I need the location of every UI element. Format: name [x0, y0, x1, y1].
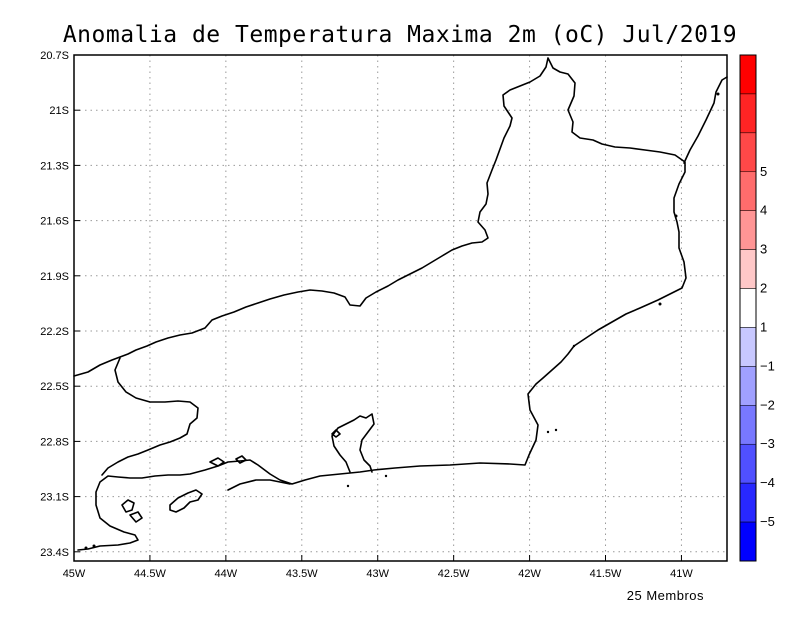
y-tick-label: 22.2S [40, 326, 69, 338]
colorbar-frame [739, 54, 757, 562]
ilha-grande-island [169, 489, 203, 513]
colorbar-label: 4 [760, 203, 767, 218]
x-tick-label: 43W [366, 568, 389, 580]
colorbar-label: 5 [760, 164, 767, 179]
x-tick-label: 41.5W [590, 568, 622, 580]
y-tick-label: 21.9S [40, 271, 69, 283]
colorbar-label: −2 [760, 397, 775, 412]
map-title: Anomalia de Temperatura Maxima 2m (oC) J… [63, 22, 737, 48]
colorbar-segment [739, 132, 757, 173]
state-boundary-coastline [73, 57, 728, 551]
y-tick-label: 21.6S [40, 216, 69, 228]
x-tick-label: 41W [670, 568, 693, 580]
colorbar-segment [739, 249, 757, 289]
colorbar-segment [739, 443, 757, 484]
graticule-grid [74, 55, 727, 561]
colorbar-label: 1 [760, 319, 767, 334]
x-tick-label: 44.5W [134, 568, 166, 580]
offshore-dots [84, 92, 720, 550]
colorbar-segment [739, 482, 757, 523]
y-tick-label: 20.7S [40, 50, 69, 62]
guanabara-bay-outline [331, 413, 375, 473]
coastal-islands [121, 429, 341, 523]
colorbar-segment [739, 366, 757, 406]
colorbar-segment [739, 93, 757, 134]
colorbar-segment [739, 405, 757, 445]
y-tick-label: 22.8S [40, 436, 69, 448]
colorbar-label: −4 [760, 475, 775, 490]
rio-de-janeiro-outline [73, 57, 728, 551]
colorbar-label: 3 [760, 242, 767, 257]
x-tick-label: 42W [518, 568, 541, 580]
x-tick-label: 42.5W [438, 568, 470, 580]
y-tick-label: 21.3S [40, 160, 69, 172]
colorbar-segment [739, 171, 757, 211]
x-tick-label: 43.5W [286, 568, 318, 580]
colorbar-label: −5 [760, 514, 775, 529]
y-tick-label: 23.4S [40, 547, 69, 559]
y-tick-label: 23.1S [40, 492, 69, 504]
colorbar-segment [739, 288, 757, 328]
colorbar-legend: 5 4 3 2 1 −1 −2 −3 −4 −5 [739, 54, 775, 562]
colorbar-label: −3 [760, 436, 775, 451]
latitude-axis: 20.7S 21S 21.3S 21.6S 21.9S 22.2S 22.5S 22.8S 23… [40, 50, 80, 559]
colorbar-segment [739, 327, 757, 367]
colorbar-label: −1 [760, 358, 775, 373]
y-tick-label: 22.5S [40, 381, 69, 393]
x-tick-label: 45W [63, 568, 86, 580]
x-tick-label: 44W [215, 568, 238, 580]
map-frame [73, 54, 728, 562]
colorbar-segment [739, 521, 757, 562]
colorbar-label: 2 [760, 281, 767, 296]
colorbar-segment [739, 54, 757, 95]
ensemble-members-note: 25 Membros [627, 588, 704, 603]
colorbar-segment [739, 210, 757, 250]
longitude-axis: 45W 44.5W 44W 43.5W 43W 42.5W 42W 41.5W 41W [63, 555, 693, 580]
y-tick-label: 21S [49, 105, 69, 117]
